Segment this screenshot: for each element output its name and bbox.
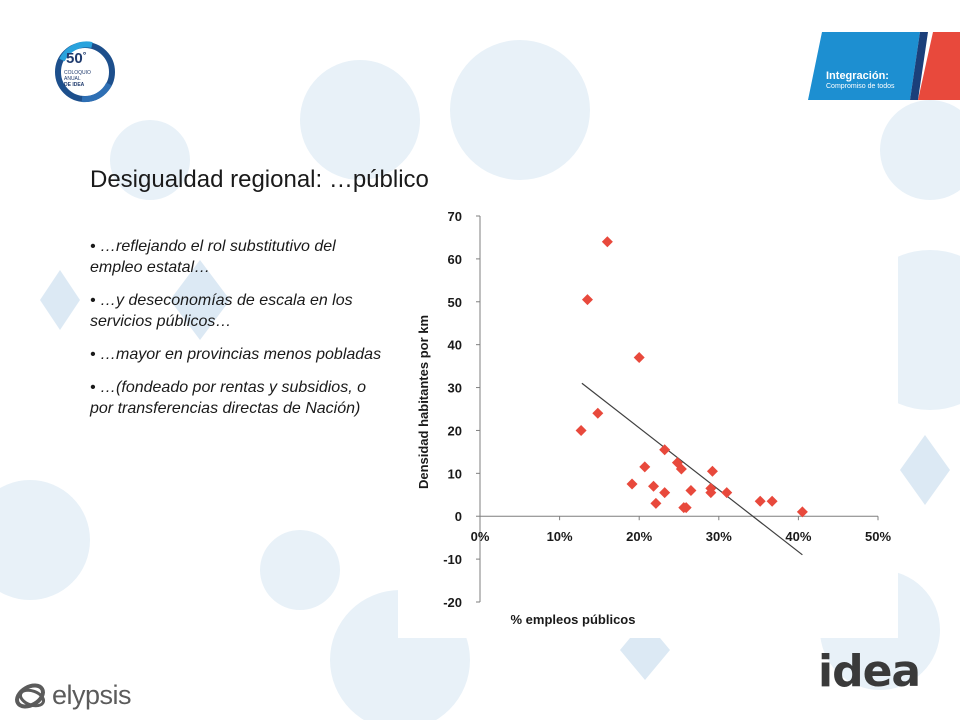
anniversary-logo: 50° COLOQUIO ANUAL DE IDEA [52, 36, 118, 106]
data-point [685, 484, 697, 496]
data-point [721, 487, 733, 499]
y-tick-label: 40 [448, 338, 462, 353]
data-point [659, 487, 671, 499]
scatter-chart: 0% 10% 20% 30% 40% 50% -20-10010203040506070 … [398, 202, 898, 638]
data-point [601, 236, 613, 248]
y-tick-label: 70 [448, 209, 462, 224]
y-tick-labels: -20 -10 0 10 20 30 40 50 60 70 [443, 209, 480, 610]
data-point [706, 465, 718, 477]
data-point [680, 502, 692, 514]
data-point [754, 495, 766, 507]
banner-text: Integración: Compromiso de todos [826, 70, 894, 90]
logo-line-1: COLOQUIO [64, 70, 91, 76]
elypsis-logo: elypsis [12, 676, 152, 716]
x-axis-label: % empleos públicos [511, 612, 636, 627]
bullet-item: • …(fondeado por rentas y subsidios, o p… [90, 379, 366, 417]
data-point [766, 495, 778, 507]
data-point [592, 407, 604, 419]
y-tick-label: 30 [448, 381, 462, 396]
trendline [581, 382, 803, 556]
data-point [581, 294, 593, 306]
bullet-item: • …y deseconomías de escala en los servi… [90, 292, 353, 330]
bullet-list: • …reflejando el rol substitutivo del em… [90, 236, 390, 431]
data-point [639, 461, 651, 473]
x-tick-label: 0% [471, 529, 490, 544]
logo-caption: COLOQUIO ANUAL DE IDEA [64, 70, 104, 88]
x-tick-labels: 0% 10% 20% 30% 40% 50% [471, 516, 891, 544]
data-point [659, 444, 671, 456]
data-point [633, 352, 645, 364]
bullet-item: • …reflejando el rol substitutivo del em… [90, 238, 336, 276]
data-point [575, 424, 587, 436]
y-tick-label: 60 [448, 252, 462, 267]
x-tick-label: 40% [785, 529, 811, 544]
data-points [575, 236, 808, 518]
banner-subtitle: Compromiso de todos [826, 83, 895, 90]
elypsis-mark-icon [15, 683, 46, 709]
logo-ring-icon [55, 41, 115, 103]
y-tick-label: -20 [443, 595, 462, 610]
logo-superscript: ° [82, 50, 87, 60]
idea-wordmark: idea [818, 646, 921, 697]
x-tick-label: 50% [865, 529, 891, 544]
logo-number: 50 [66, 50, 83, 67]
data-point [675, 463, 687, 475]
data-point [705, 487, 717, 499]
data-point [796, 506, 808, 518]
y-tick-label: -10 [443, 552, 462, 567]
banner-title: Integración: [826, 70, 889, 82]
x-tick-label: 10% [547, 529, 573, 544]
bullet-item: • …mayor en provincias menos pobladas [90, 346, 382, 363]
slide-title: Desigualdad regional: …público [90, 166, 429, 193]
x-tick-label: 30% [706, 529, 732, 544]
y-tick-label: 10 [448, 466, 462, 481]
x-tick-label: 20% [626, 529, 652, 544]
data-point [650, 497, 662, 509]
y-axis-label: Densidad habitantes por km [416, 315, 431, 489]
chart-background [398, 202, 898, 638]
data-point [648, 480, 660, 492]
y-tick-label: 20 [448, 423, 462, 438]
data-point [626, 478, 638, 490]
integration-banner [808, 32, 960, 100]
logo-line-3: DE IDEA [64, 82, 85, 88]
logo-line-2: ANUAL [64, 76, 81, 82]
y-tick-label: 50 [448, 295, 462, 310]
y-tick-label: 0 [455, 509, 462, 524]
elypsis-wordmark: elypsis [52, 680, 132, 710]
